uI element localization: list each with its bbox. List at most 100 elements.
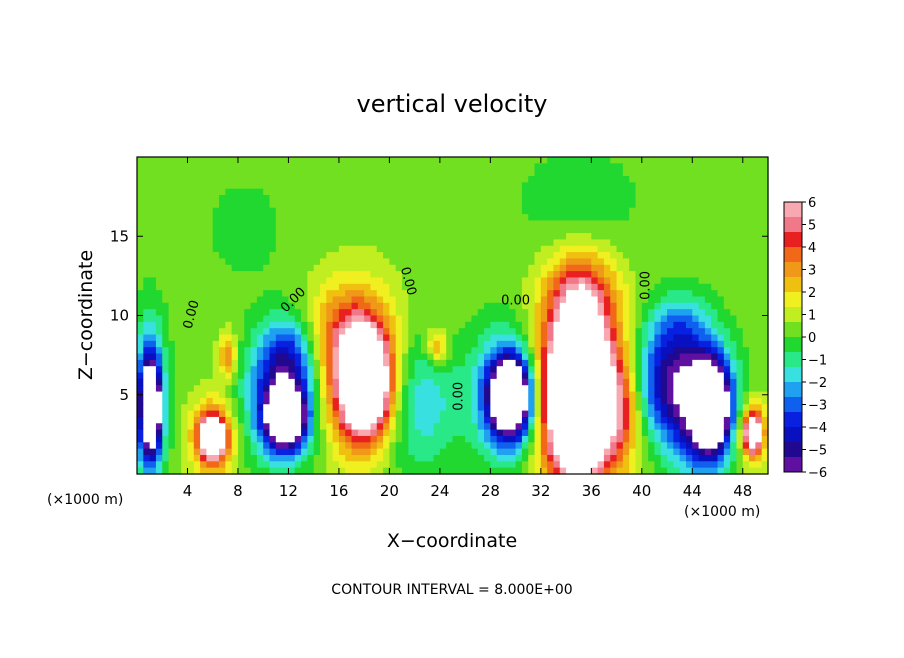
heatmap-cell [446, 429, 454, 437]
heatmap-cell [200, 385, 208, 393]
heatmap-cell [679, 359, 687, 367]
heatmap-cell [622, 372, 630, 380]
heatmap-cell [742, 188, 750, 196]
heatmap-cell [654, 296, 662, 304]
heatmap-cell [755, 264, 763, 272]
heatmap-cell [654, 188, 662, 196]
heatmap-cell [244, 201, 252, 209]
heatmap-cell [673, 271, 681, 279]
heatmap-cell [553, 277, 561, 285]
heatmap-cell [351, 157, 359, 164]
heatmap-cell [427, 283, 435, 291]
heatmap-cell [168, 391, 176, 399]
heatmap-cell [446, 410, 454, 418]
heatmap-cell [181, 435, 189, 443]
heatmap-cell [389, 328, 397, 336]
heatmap-cell [679, 220, 687, 228]
heatmap-cell [402, 442, 409, 450]
heatmap-cell [452, 264, 460, 272]
heatmap-cell [667, 334, 674, 342]
heatmap-cell [654, 258, 662, 266]
heatmap-cell [225, 176, 233, 183]
heatmap-cell [237, 467, 245, 475]
heatmap-cell [288, 176, 296, 183]
heatmap-cell [338, 277, 346, 285]
heatmap-cell [471, 315, 479, 323]
heatmap-cell [553, 264, 561, 272]
heatmap-cell [730, 277, 738, 285]
heatmap-cell [439, 340, 447, 348]
heatmap-cell [698, 410, 706, 418]
heatmap-cell [338, 252, 346, 260]
heatmap-cell [168, 277, 176, 285]
heatmap-cell [219, 271, 226, 279]
heatmap-cell [755, 239, 763, 247]
heatmap-cell [667, 201, 674, 209]
heatmap-cell [667, 315, 674, 323]
heatmap-cell [490, 233, 498, 241]
heatmap-cell [288, 271, 296, 279]
heatmap-cell [313, 347, 321, 355]
heatmap-cell [332, 321, 340, 329]
heatmap-cell [496, 182, 504, 190]
heatmap-cell [143, 296, 151, 304]
heatmap-cell [641, 176, 649, 183]
heatmap-cell [711, 461, 719, 469]
heatmap-cell [364, 283, 372, 291]
heatmap-cell [408, 359, 416, 367]
heatmap-cell [237, 353, 245, 361]
heatmap-cell [395, 252, 403, 260]
heatmap-cell [420, 296, 428, 304]
heatmap-cell [654, 454, 662, 462]
heatmap-cell [225, 169, 233, 177]
heatmap-cell [585, 366, 592, 374]
heatmap-cell [250, 334, 258, 342]
heatmap-cell [370, 353, 378, 361]
heatmap-cell [187, 283, 195, 291]
heatmap-cell [288, 163, 296, 171]
heatmap-cell [345, 416, 353, 424]
heatmap-cell [357, 416, 365, 424]
heatmap-cell [534, 321, 542, 329]
heatmap-cell [244, 169, 252, 177]
heatmap-cell [742, 283, 750, 291]
heatmap-cell [496, 207, 504, 215]
heatmap-cell [433, 176, 441, 183]
heatmap-cell [717, 385, 725, 393]
heatmap-cell [711, 334, 719, 342]
heatmap-cell [502, 214, 510, 221]
heatmap-cell [711, 290, 719, 298]
heatmap-cell [685, 252, 693, 260]
heatmap-cell [446, 296, 454, 304]
heatmap-cell [591, 467, 599, 475]
heatmap-cell [263, 429, 271, 437]
heatmap-cell [660, 404, 668, 412]
heatmap-cell [433, 252, 441, 260]
heatmap-cell [313, 467, 321, 475]
heatmap-cell [509, 188, 517, 196]
heatmap-cell [231, 277, 239, 285]
heatmap-cell [484, 454, 491, 462]
heatmap-cell [193, 334, 201, 342]
heatmap-cell [597, 328, 605, 336]
heatmap-cell [282, 163, 290, 171]
heatmap-cell [597, 220, 605, 228]
heatmap-cell [711, 271, 719, 279]
heatmap-cell [679, 416, 687, 424]
heatmap-cell [181, 340, 189, 348]
heatmap-cell [591, 461, 599, 469]
heatmap-cell [162, 404, 170, 412]
heatmap-cell [338, 385, 346, 393]
heatmap-cell [755, 296, 763, 304]
heatmap-cell [465, 157, 473, 164]
heatmap-cell [547, 258, 555, 266]
heatmap-cell [250, 353, 258, 361]
heatmap-cell [641, 359, 649, 367]
heatmap-cell [294, 252, 302, 260]
heatmap-cell [168, 328, 176, 336]
heatmap-cell [383, 233, 390, 241]
heatmap-cell [553, 359, 561, 367]
heatmap-cell [395, 188, 403, 196]
heatmap-cell [591, 207, 599, 215]
heatmap-cell [137, 188, 144, 196]
